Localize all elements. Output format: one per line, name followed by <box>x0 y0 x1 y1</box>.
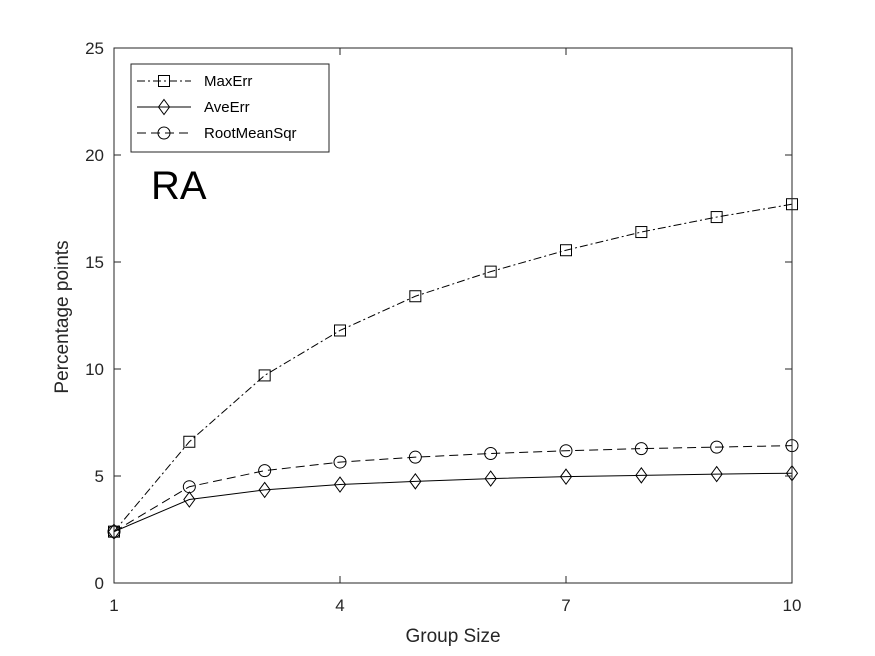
y-axis-label: Percentage points <box>52 240 73 393</box>
legend-box <box>130 63 330 153</box>
data-point-maxerr <box>560 244 572 257</box>
legend-label-maxerr: MaxErr <box>204 73 252 90</box>
data-point-maxerr <box>334 324 346 337</box>
x-tick-label: 7 <box>561 596 570 615</box>
data-point-rootmeansqr <box>182 480 196 494</box>
x-tick-label: 4 <box>335 596 344 615</box>
data-point-aveerr <box>484 470 497 487</box>
data-point-aveerr <box>258 481 271 499</box>
data-point-rootmeansqr <box>710 440 724 454</box>
data-point-aveerr <box>710 465 723 483</box>
plot-area <box>107 198 799 540</box>
data-point-aveerr <box>559 468 573 485</box>
series-line-maxerr <box>113 203 793 532</box>
data-point-maxerr <box>635 226 648 239</box>
legend-marker-rootmeansqr <box>157 126 171 140</box>
axes-box <box>113 47 793 584</box>
series-aveerr <box>107 464 799 540</box>
data-point-rootmeansqr <box>559 444 573 458</box>
x-tick-label: 1 <box>109 596 118 615</box>
legend-label-rootmeansqr: RootMeanSqr <box>204 125 297 142</box>
data-point-rootmeansqr <box>484 447 498 461</box>
legend: MaxErr AveErr RootMeanSqr <box>130 63 330 153</box>
y-tick-label: 25 <box>85 39 104 58</box>
data-point-maxerr <box>484 265 497 278</box>
data-point-rootmeansqr <box>634 442 648 456</box>
x-axis-label: Group Size <box>405 626 500 647</box>
x-tick-label: 10 <box>783 596 802 615</box>
legend-entry-maxerr: MaxErr <box>137 73 252 90</box>
legend-entry-rootmeansqr: RootMeanSqr <box>137 125 297 142</box>
legend-entry-aveerr: AveErr <box>137 98 250 116</box>
data-point-maxerr <box>409 290 422 303</box>
y-tick-label: 20 <box>85 146 104 165</box>
data-point-aveerr <box>333 476 347 493</box>
data-point-rootmeansqr <box>408 450 422 464</box>
data-point-maxerr <box>258 369 271 382</box>
y-tick-label: 15 <box>85 253 104 272</box>
legend-label-aveerr: AveErr <box>204 99 250 116</box>
data-point-maxerr <box>183 435 196 448</box>
data-point-aveerr <box>183 491 196 508</box>
chart-annotation: RA <box>151 164 207 208</box>
data-point-rootmeansqr <box>333 455 347 469</box>
y-tick-label: 10 <box>85 360 104 379</box>
y-tick-label: 0 <box>95 574 104 593</box>
data-point-aveerr <box>409 473 422 490</box>
data-point-aveerr <box>635 467 648 484</box>
data-point-rootmeansqr <box>258 464 272 478</box>
legend-marker-aveerr <box>157 98 171 116</box>
axes: 0 5 10 15 20 25 1 4 7 10 <box>85 39 801 615</box>
series-line-aveerr <box>113 472 793 533</box>
legend-marker-maxerr <box>158 75 170 87</box>
y-tick-label: 5 <box>95 467 104 486</box>
series-line-rootmeansqr <box>113 445 793 533</box>
data-point-maxerr <box>710 211 723 224</box>
